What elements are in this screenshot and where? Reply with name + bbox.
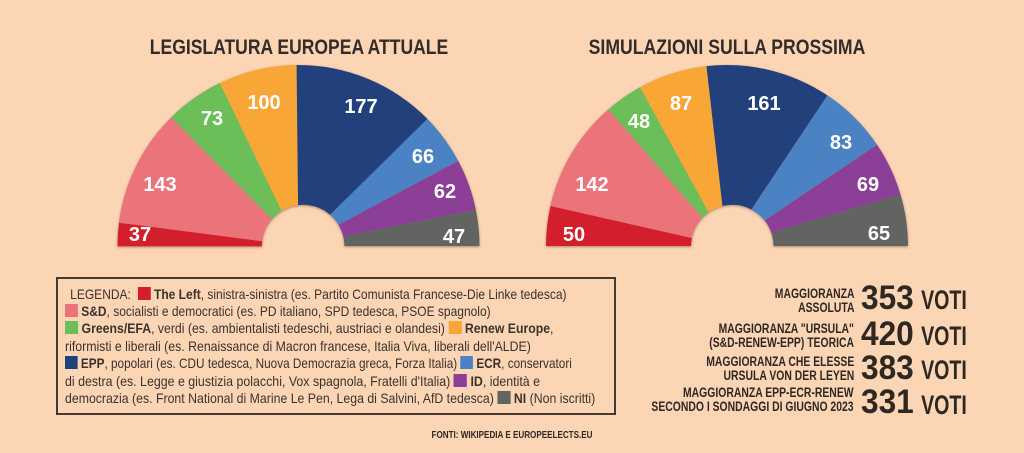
svg-text:47: 47 (443, 226, 465, 248)
svg-text:37: 37 (129, 224, 151, 246)
svg-text:62: 62 (434, 181, 456, 203)
svg-text:177: 177 (344, 96, 377, 118)
svg-text:161: 161 (747, 93, 780, 115)
svg-text:100: 100 (247, 92, 280, 114)
svg-text:87: 87 (670, 93, 692, 115)
svg-text:83: 83 (830, 132, 852, 154)
svg-text:142: 142 (575, 174, 608, 196)
svg-text:66: 66 (412, 146, 434, 168)
svg-text:48: 48 (628, 111, 650, 133)
svg-text:69: 69 (857, 174, 879, 196)
svg-text:143: 143 (143, 174, 176, 196)
svg-text:65: 65 (868, 223, 890, 245)
svg-text:50: 50 (563, 224, 585, 246)
svg-text:73: 73 (201, 108, 223, 130)
